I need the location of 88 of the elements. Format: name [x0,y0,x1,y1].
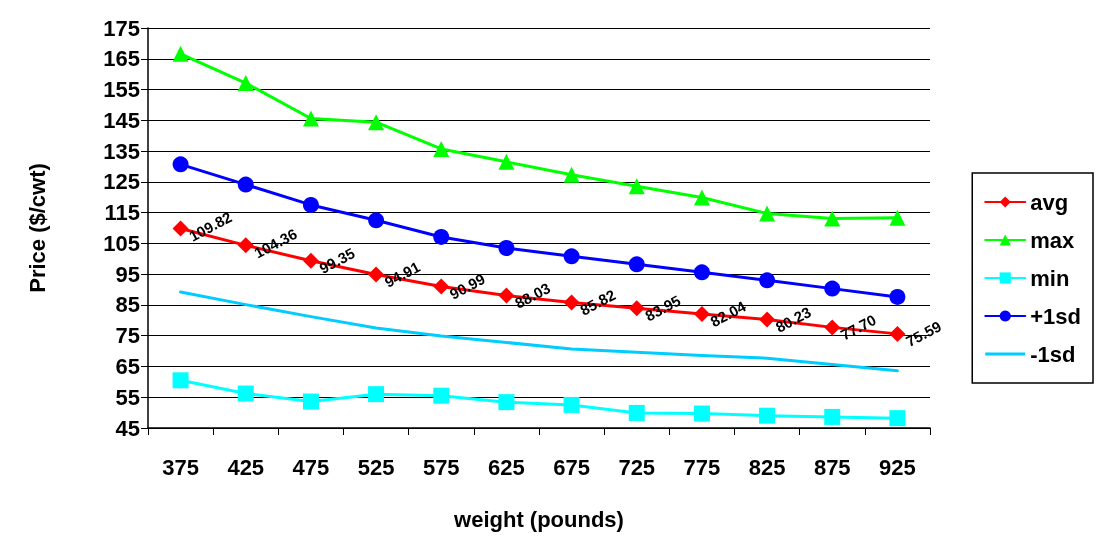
point [824,210,841,227]
point [237,75,254,92]
data-label: 99.35 [316,244,358,277]
point [889,209,906,226]
point [172,45,189,62]
x-tick-label: 775 [683,454,721,480]
point [563,396,580,413]
y-tick-label: 165 [103,46,140,72]
y-tick-label: 85 [115,292,140,318]
point [563,166,580,183]
y-tick-label: 115 [104,200,140,226]
y-axis-title: Price ($/cwt) [24,163,50,293]
point [302,252,319,269]
point [498,287,515,304]
y-tick-label: 145 [103,107,140,133]
point [824,408,841,425]
point [693,306,710,323]
legend-label: min [1030,265,1070,291]
point [237,237,254,254]
x-tick-label: 825 [748,454,786,480]
y-tick-label: 45 [115,415,140,441]
point [563,248,580,265]
point [563,294,580,311]
point [433,387,450,404]
data-label: 90.99 [446,270,488,303]
point [368,266,385,283]
point [368,386,385,403]
x-tick-label: 375 [162,454,199,480]
x-tick-label: 525 [357,454,395,480]
point [759,205,776,222]
data-label: 88.03 [511,279,554,312]
y-tick-label: 155 [103,77,140,103]
y-tick-label: 175 [103,15,140,41]
y-tick-label: 65 [115,353,140,379]
y-tick-label: 75 [115,323,140,349]
point [433,140,450,157]
point [433,278,450,295]
point [628,300,645,317]
point [498,153,515,170]
data-label: 85.82 [577,285,619,319]
point [759,311,776,328]
data-label: 80.23 [772,303,814,336]
y-tick-label: 105 [103,230,140,256]
point [889,288,906,305]
legend-label: -1sd [1030,341,1076,367]
legend-label: max [1030,227,1076,253]
point [302,196,319,213]
y-tick-label: 125 [103,169,140,195]
y-tick-label: 95 [115,261,140,287]
point [889,325,906,342]
x-tick-label: 425 [227,454,265,480]
x-tick-label: 875 [813,454,851,480]
legend-label: avg [1030,189,1069,215]
point [498,240,515,256]
x-tick-label: 625 [488,454,525,480]
point [368,114,385,131]
point [693,264,710,281]
point [889,410,906,427]
point [498,394,515,411]
point [759,407,776,424]
point [302,393,319,410]
x-tick-label: 675 [553,454,590,480]
point [693,405,710,422]
data-label: 77.70 [837,310,879,344]
point [302,110,319,127]
point [172,156,189,173]
x-tick-label: 925 [879,454,916,480]
point [824,319,841,336]
point [628,178,645,195]
point [628,256,645,273]
x-tick-label: 725 [618,454,656,480]
point [237,176,254,193]
point [824,280,841,297]
point [237,385,254,402]
x-tick-label: 575 [422,454,460,480]
y-tick-label: 135 [103,138,140,164]
point [172,372,189,389]
legend-label: +1sd [1030,303,1082,329]
point [172,220,189,237]
point [628,404,645,421]
x-tick-label: 475 [292,454,330,480]
point [693,189,710,206]
point [368,212,385,229]
data-label: 94.91 [381,257,423,291]
y-tick-label: 55 [115,384,140,410]
point [433,228,450,245]
point [759,272,776,289]
x-axis-title: weight (pounds) [453,506,624,532]
